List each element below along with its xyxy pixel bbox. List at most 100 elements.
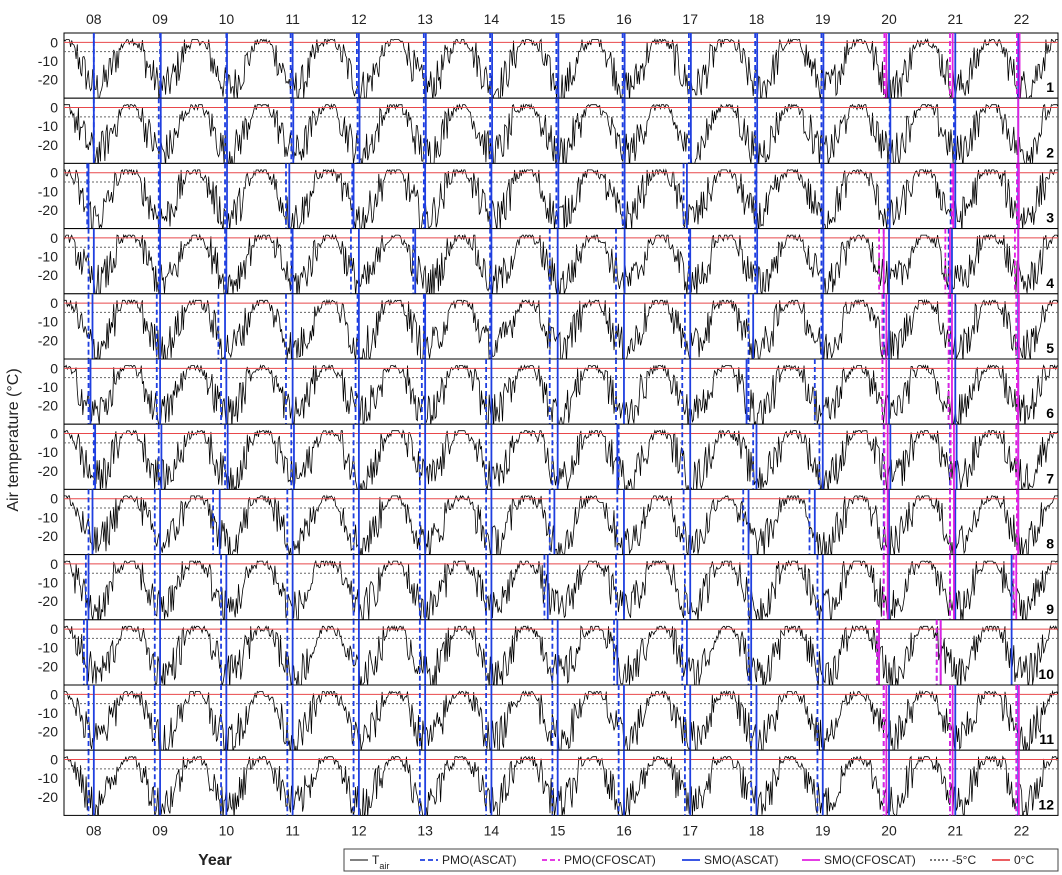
legend-label-pmo_ascat: PMO(ASCAT) <box>442 853 516 867</box>
x-tick-label-bottom: 14 <box>484 822 500 838</box>
y-tick-label: -20 <box>38 658 58 674</box>
panel-number: 8 <box>1046 536 1054 552</box>
y-tick-label: -10 <box>38 640 58 656</box>
y-tick-label: 0 <box>50 686 58 702</box>
panel-frame <box>63 293 1059 360</box>
panel-3: 0 -10 -20 3 <box>38 162 1059 230</box>
tair-series <box>64 494 1058 555</box>
panel-plot-area <box>64 228 1058 294</box>
y-tick-label: -10 <box>38 118 58 134</box>
y-tick-label: -20 <box>38 528 58 544</box>
x-tick-label-bottom: 13 <box>417 822 433 838</box>
panels: 0-10-20 10-10-20 20-10-20 30-10-20 40-10-20 5… <box>38 32 1059 816</box>
panel-number: 10 <box>1038 666 1054 682</box>
panel-number: 12 <box>1038 796 1054 812</box>
y-tick-label: -10 <box>38 444 58 460</box>
tair-series <box>64 103 1058 164</box>
panel-plot-area <box>64 685 1058 751</box>
legend-label-smo_cfoscat: SMO(CFOSCAT) <box>824 853 916 867</box>
x-tick-label-bottom: 12 <box>351 822 367 838</box>
y-tick-label: -10 <box>38 183 58 199</box>
y-tick-label: -20 <box>38 137 58 153</box>
panel-8: 0 -10 -20 8 <box>38 488 1059 556</box>
panel-9: 0 -10 -20 9 <box>38 554 1059 621</box>
panel-11: 0 -10 -20 11 <box>38 684 1059 751</box>
legend: Tair PMO(ASCAT) PMO(CFOSCAT) SMO(ASCAT) SMO(… <box>343 848 1059 872</box>
tair-series <box>64 233 1058 294</box>
y-tick-label: -20 <box>38 463 58 479</box>
x-tick-label-top: 16 <box>616 11 632 27</box>
panel-plot-area <box>64 163 1058 229</box>
panel-10: 0 -10 -20 10 <box>38 619 1059 686</box>
panel-plot-area <box>64 98 1058 164</box>
y-tick-label: -20 <box>38 593 58 609</box>
y-tick-label: 0 <box>50 165 58 181</box>
tair-series <box>64 755 1058 816</box>
panel-number: 3 <box>1046 210 1054 226</box>
panel-frame <box>63 619 1059 686</box>
x-tick-label-bottom: 18 <box>749 822 765 838</box>
y-tick-label: -20 <box>38 332 58 348</box>
panel-4: 0 -10 -20 4 <box>38 228 1059 295</box>
y-tick-label: -20 <box>38 398 58 414</box>
x-tick-label-top: 09 <box>152 11 168 27</box>
panel-6: 0 -10 -20 6 <box>38 358 1059 425</box>
y-tick-label: -10 <box>38 379 58 395</box>
y-tick-label: 0 <box>50 621 58 637</box>
x-tick-label-top: 13 <box>417 11 433 27</box>
x-tick-label-bottom: 10 <box>219 822 235 838</box>
tair-series <box>64 624 1058 685</box>
x-tick-label-bottom: 17 <box>682 822 698 838</box>
x-tick-label-top: 17 <box>682 11 698 27</box>
panel-number: 4 <box>1046 275 1054 291</box>
y-tick-label: -20 <box>38 267 58 283</box>
y-tick-label: -10 <box>38 575 58 591</box>
x-axis-title: Year <box>198 852 232 869</box>
panel-plot-area <box>64 293 1058 359</box>
tair-series <box>64 559 1058 620</box>
y-tick-label: 0 <box>50 34 58 50</box>
panel-2: 0 -10 -20 2 <box>38 97 1059 164</box>
x-tick-label-top: 10 <box>219 11 235 27</box>
panel-1: 0 -10 -20 1 <box>38 32 1059 99</box>
x-tick-label-bottom: 19 <box>815 822 831 838</box>
x-tick-label-top: 11 <box>285 11 300 27</box>
y-tick-label: 0 <box>50 360 58 376</box>
y-tick-label: 0 <box>50 752 58 768</box>
x-tick-label-bottom: 08 <box>86 822 102 838</box>
bottom-x-tick-labels: 08 09 10 11 12 13 14 15 16 17 18 19 20 21 22 <box>86 822 1030 838</box>
panel-plot-area <box>64 619 1058 685</box>
panel-number: 5 <box>1046 340 1054 356</box>
panel-number: 1 <box>1046 79 1054 95</box>
top-x-tick-labels: 08 09 10 11 12 13 14 15 16 17 18 19 20 21 22 <box>86 11 1030 27</box>
panel-plot-area <box>64 554 1058 620</box>
panel-plot-area <box>64 424 1058 490</box>
x-tick-label-bottom: 22 <box>1014 822 1030 838</box>
y-tick-label: 0 <box>50 426 58 442</box>
y-tick-label: -10 <box>38 314 58 330</box>
legend-label-smo_ascat: SMO(ASCAT) <box>704 853 778 867</box>
panel-number: 2 <box>1046 144 1054 160</box>
y-tick-label: -20 <box>38 202 58 218</box>
x-tick-label-top: 15 <box>550 11 566 27</box>
y-tick-label: -10 <box>38 705 58 721</box>
panel-number: 6 <box>1046 405 1054 421</box>
x-tick-label-top: 12 <box>351 11 367 27</box>
x-tick-label-top: 14 <box>484 11 500 27</box>
panel-frame <box>63 162 1059 230</box>
panel-number: 7 <box>1046 470 1054 486</box>
legend-label-zero: 0°C <box>1014 853 1034 867</box>
y-tick-label: -10 <box>38 249 58 265</box>
tair-series <box>64 364 1058 425</box>
tair-series <box>64 168 1058 229</box>
x-tick-label-top: 18 <box>749 11 765 27</box>
x-tick-label-bottom: 21 <box>947 822 963 838</box>
x-tick-label-bottom: 20 <box>881 822 897 838</box>
panel-plot-area <box>64 33 1058 99</box>
x-tick-label-bottom: 16 <box>616 822 632 838</box>
panel-frame <box>63 358 1059 425</box>
panel-5: 0 -10 -20 5 <box>38 293 1059 360</box>
y-axis-title: Air temperature (°C) <box>5 368 22 511</box>
y-tick-label: -20 <box>38 72 58 88</box>
